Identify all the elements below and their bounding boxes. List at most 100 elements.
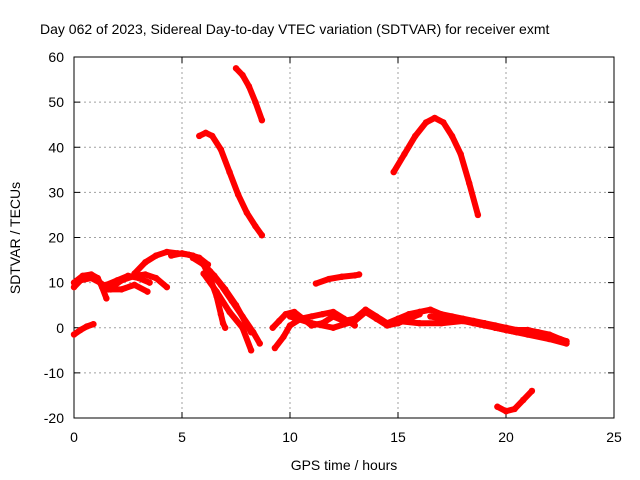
y-tick-label: 20 — [48, 230, 64, 246]
x-tick-label: 20 — [498, 429, 514, 445]
data-point — [546, 335, 553, 343]
data-point — [146, 279, 153, 286]
data-point — [226, 308, 233, 316]
data-point — [362, 308, 369, 316]
data-point — [256, 340, 263, 347]
data-point — [258, 116, 266, 124]
data-point — [206, 268, 214, 275]
data-point — [373, 315, 380, 322]
data-point — [416, 320, 423, 327]
data-point — [286, 313, 294, 320]
data-point — [481, 322, 488, 329]
data-point — [202, 129, 209, 137]
y-tick-label: 40 — [48, 139, 64, 155]
y-axis-title: SDTVAR / TECUs — [7, 182, 23, 294]
data-point — [416, 308, 423, 316]
data-point — [351, 317, 358, 325]
y-tick-label: -20 — [44, 410, 64, 426]
data-point — [459, 317, 466, 325]
data-point — [178, 250, 186, 257]
data-point — [209, 132, 216, 140]
data-point — [528, 387, 536, 395]
data-point — [390, 168, 397, 176]
data-point — [114, 277, 121, 284]
data-point — [252, 98, 259, 106]
data-point — [247, 347, 255, 354]
series-layer — [70, 65, 570, 415]
data-point — [308, 320, 315, 327]
data-point — [245, 83, 253, 90]
data-point — [239, 313, 246, 320]
data-point — [286, 322, 294, 329]
data-point — [325, 275, 333, 283]
data-point — [70, 331, 78, 338]
data-point — [217, 146, 225, 153]
data-point — [502, 408, 510, 415]
data-point — [438, 315, 445, 322]
data-point — [124, 272, 132, 280]
data-point — [88, 274, 95, 282]
data-point — [189, 254, 196, 262]
data-point — [232, 65, 240, 72]
data-point — [243, 209, 250, 216]
data-point — [330, 324, 337, 331]
data-point — [457, 150, 464, 158]
data-point — [222, 324, 229, 331]
tick-layer: 0 5 10 15 20 25 -20 -10 0 10 20 30 40 50 60 — [44, 49, 622, 445]
series-arc-17 — [390, 114, 481, 218]
data-point — [355, 271, 363, 278]
data-point — [90, 320, 97, 328]
grid-layer — [74, 57, 614, 418]
data-point — [448, 132, 456, 140]
data-point — [494, 403, 501, 410]
data-point — [70, 283, 78, 291]
data-point — [152, 274, 160, 282]
data-point — [338, 273, 346, 280]
data-point — [271, 344, 279, 352]
y-tick-label: -10 — [44, 365, 64, 381]
data-point — [77, 326, 84, 334]
data-point — [502, 326, 510, 334]
data-point — [312, 280, 320, 287]
data-point — [470, 320, 477, 327]
data-point — [276, 317, 283, 325]
data-point — [384, 322, 391, 329]
data-point — [466, 180, 473, 187]
series-arc-1 — [71, 321, 97, 338]
data-point — [291, 308, 298, 316]
chart-title: Day 062 of 2023, Sidereal Day-to-day VTE… — [40, 21, 549, 37]
data-point — [394, 317, 402, 325]
data-point — [440, 119, 447, 126]
data-point — [401, 150, 408, 158]
data-point — [412, 132, 419, 140]
data-point — [131, 270, 138, 277]
data-point — [163, 248, 171, 256]
data-point — [427, 306, 434, 313]
data-point — [563, 340, 570, 347]
data-point — [239, 324, 246, 331]
data-point — [234, 191, 242, 198]
data-point — [217, 281, 225, 289]
data-point — [330, 308, 337, 316]
data-point — [83, 323, 91, 330]
data-point — [196, 132, 203, 140]
x-tick-label: 15 — [390, 429, 406, 445]
x-tick-label: 25 — [606, 429, 622, 445]
y-tick-label: 60 — [48, 49, 64, 65]
data-point — [492, 324, 499, 331]
data-point — [77, 277, 84, 284]
data-point — [520, 396, 527, 404]
data-point — [427, 313, 434, 320]
data-point — [308, 313, 315, 320]
y-tick-label: 10 — [48, 275, 64, 291]
data-point — [168, 252, 175, 259]
data-point — [103, 295, 110, 302]
data-point — [422, 119, 430, 126]
data-point — [142, 259, 149, 266]
data-point — [118, 286, 125, 293]
data-point — [448, 315, 456, 322]
data-point — [250, 329, 257, 336]
x-axis-title: GPS time / hours — [291, 457, 398, 473]
y-tick-label: 50 — [48, 94, 64, 110]
